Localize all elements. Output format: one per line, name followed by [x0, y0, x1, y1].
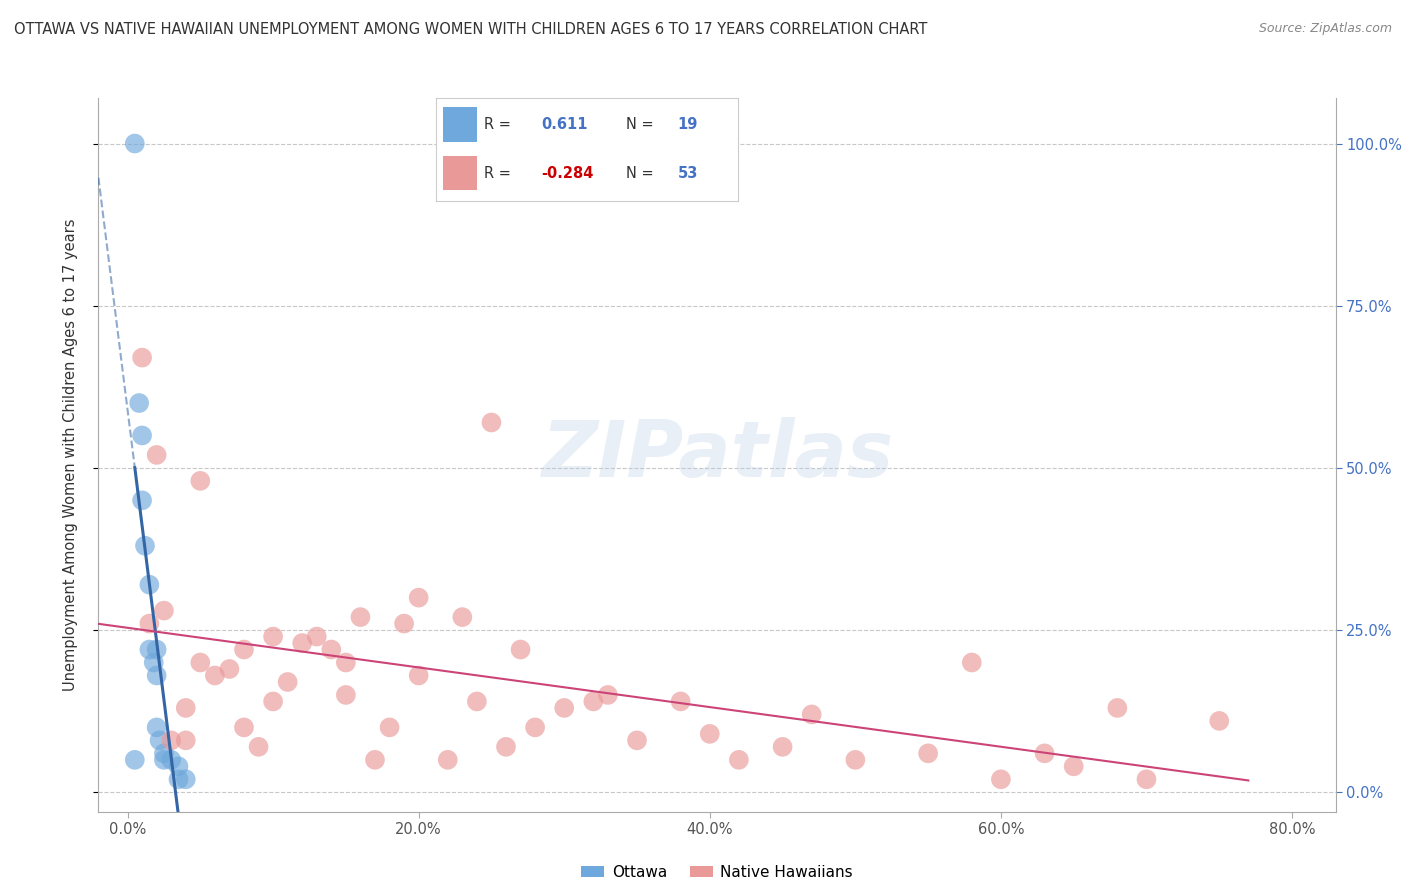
Point — [596, 688, 619, 702]
Point — [188, 474, 211, 488]
Point — [917, 747, 939, 761]
Point — [436, 753, 458, 767]
Point — [772, 739, 794, 754]
Point — [844, 753, 866, 767]
Point — [305, 630, 328, 644]
Point — [392, 616, 415, 631]
Point — [131, 493, 153, 508]
Point — [131, 351, 153, 365]
Point — [145, 448, 167, 462]
Point — [148, 733, 170, 747]
Text: R =: R = — [484, 166, 512, 180]
Point — [142, 656, 165, 670]
Point — [699, 727, 721, 741]
Point — [138, 616, 160, 631]
Point — [669, 694, 692, 708]
Point — [335, 656, 357, 670]
Point — [128, 396, 150, 410]
Bar — [443, 107, 477, 142]
Point — [167, 772, 190, 787]
Point — [465, 694, 488, 708]
Point — [174, 772, 197, 787]
Text: ZIPatlas: ZIPatlas — [541, 417, 893, 493]
Text: 0.611: 0.611 — [541, 117, 588, 132]
Point — [1135, 772, 1157, 787]
Point — [167, 759, 190, 773]
Point — [1033, 747, 1056, 761]
Point — [553, 701, 575, 715]
Point — [160, 733, 183, 747]
Point — [218, 662, 240, 676]
Y-axis label: Unemployment Among Women with Children Ages 6 to 17 years: Unemployment Among Women with Children A… — [63, 219, 77, 691]
Point — [138, 577, 160, 591]
Point — [408, 591, 430, 605]
Point — [188, 656, 211, 670]
Point — [364, 753, 387, 767]
Point — [247, 739, 270, 754]
Text: 53: 53 — [678, 166, 697, 180]
Point — [233, 720, 256, 734]
Point — [145, 720, 167, 734]
Point — [509, 642, 531, 657]
Point — [124, 753, 146, 767]
Point — [1063, 759, 1085, 773]
Point — [321, 642, 343, 657]
Point — [145, 642, 167, 657]
Point — [174, 733, 197, 747]
Point — [262, 694, 284, 708]
Point — [800, 707, 823, 722]
Point — [990, 772, 1012, 787]
Point — [524, 720, 547, 734]
Point — [408, 668, 430, 682]
Point — [153, 753, 176, 767]
Point — [174, 701, 197, 715]
Point — [378, 720, 401, 734]
Point — [481, 416, 503, 430]
Point — [1107, 701, 1129, 715]
Legend: Ottawa, Native Hawaiians: Ottawa, Native Hawaiians — [575, 859, 859, 886]
Point — [204, 668, 226, 682]
Text: R =: R = — [484, 117, 512, 132]
Point — [233, 642, 256, 657]
Point — [626, 733, 648, 747]
Point — [134, 539, 156, 553]
Point — [495, 739, 517, 754]
Text: OTTAWA VS NATIVE HAWAIIAN UNEMPLOYMENT AMONG WOMEN WITH CHILDREN AGES 6 TO 17 YE: OTTAWA VS NATIVE HAWAIIAN UNEMPLOYMENT A… — [14, 22, 928, 37]
Point — [138, 642, 160, 657]
Text: N =: N = — [626, 166, 654, 180]
Text: -0.284: -0.284 — [541, 166, 595, 180]
Point — [291, 636, 314, 650]
Point — [153, 747, 176, 761]
Text: 19: 19 — [678, 117, 697, 132]
Point — [960, 656, 983, 670]
Point — [349, 610, 371, 624]
Point — [145, 668, 167, 682]
Text: Source: ZipAtlas.com: Source: ZipAtlas.com — [1258, 22, 1392, 36]
Point — [582, 694, 605, 708]
Bar — [443, 155, 477, 190]
Point — [1208, 714, 1230, 728]
Point — [451, 610, 474, 624]
Point — [160, 753, 183, 767]
Point — [131, 428, 153, 442]
Point — [262, 630, 284, 644]
Point — [277, 675, 299, 690]
Text: N =: N = — [626, 117, 654, 132]
Point — [124, 136, 146, 151]
Point — [728, 753, 751, 767]
Point — [335, 688, 357, 702]
Point — [153, 604, 176, 618]
